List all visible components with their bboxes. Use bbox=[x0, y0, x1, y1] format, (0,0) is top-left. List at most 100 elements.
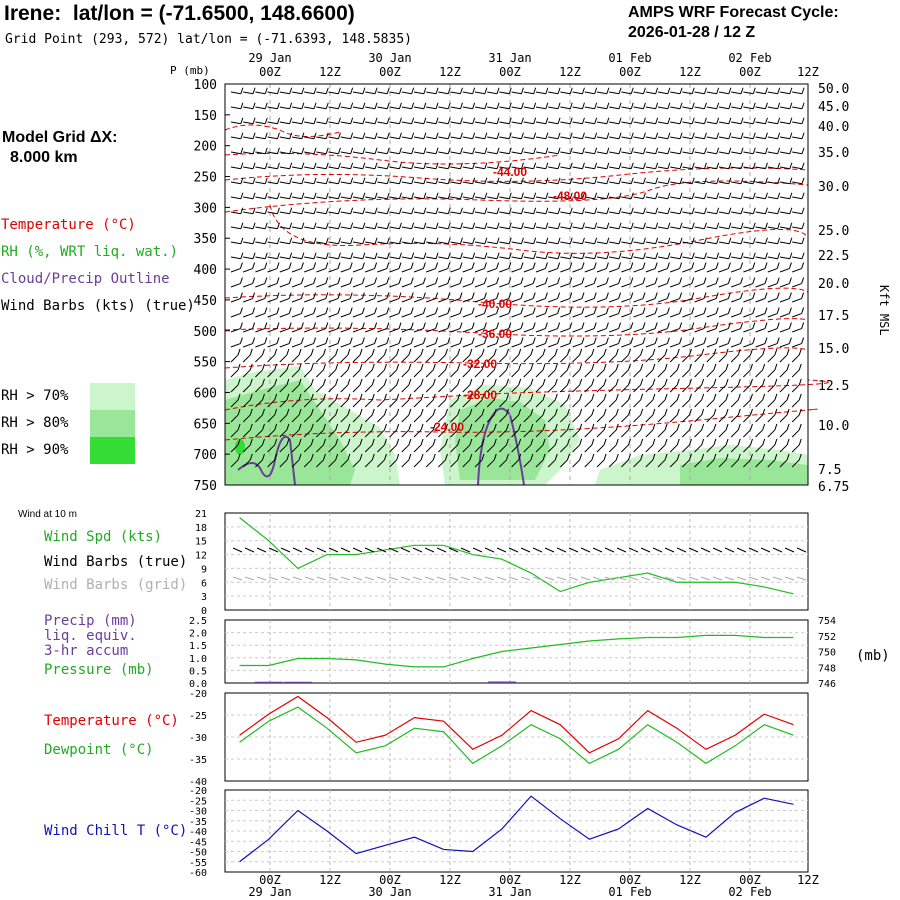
wind-barb-flag bbox=[435, 237, 439, 244]
wind-barb-flag bbox=[615, 378, 619, 386]
wind-barb-flag bbox=[362, 87, 366, 94]
wind-barb-flag bbox=[752, 222, 756, 229]
wind-barb-flag bbox=[435, 262, 439, 269]
wind-barb-flag bbox=[703, 87, 707, 94]
wind-barb-staff bbox=[718, 181, 729, 185]
wind-barb-staff bbox=[426, 268, 436, 273]
wind-barb-staff bbox=[230, 298, 241, 303]
wind-barb-flag bbox=[496, 87, 500, 94]
wind-barb-staff bbox=[596, 354, 605, 363]
wind-barb-flag bbox=[374, 337, 378, 344]
wind-barb-staff bbox=[340, 256, 351, 260]
wind-barb-staff bbox=[743, 166, 754, 170]
wind-barb-flag bbox=[615, 363, 619, 371]
wind-barb-flag bbox=[410, 292, 414, 299]
precip-panel-tick-label: 2.5 bbox=[189, 616, 207, 627]
wind-barb-staff bbox=[316, 196, 327, 200]
wind-barb-flag bbox=[362, 207, 366, 214]
wind-barb-staff bbox=[609, 121, 620, 125]
wind-barb-staff bbox=[389, 106, 400, 110]
wind-barb-staff bbox=[670, 298, 680, 303]
wind-barb-staff bbox=[548, 166, 559, 170]
wind-barb-staff bbox=[255, 136, 266, 140]
wind-barb-staff bbox=[365, 151, 376, 155]
wind-barb-flag bbox=[664, 438, 668, 446]
wind-barb-staff bbox=[657, 283, 668, 288]
wind-barb-staff bbox=[682, 196, 693, 200]
wind-barb-staff bbox=[682, 328, 692, 333]
top-hour-label: 12Z bbox=[797, 65, 819, 79]
wind-barb-staff bbox=[316, 166, 327, 170]
wind-barb-flag bbox=[530, 348, 534, 356]
wind-barb-staff bbox=[279, 256, 290, 260]
wind-barb-flag bbox=[432, 423, 436, 431]
wind-barb-flag bbox=[630, 322, 634, 329]
wind-barb-staff bbox=[413, 414, 422, 423]
wind-barb-flag bbox=[371, 393, 375, 401]
wind-barb-staff bbox=[682, 298, 692, 303]
wind-barb-flag bbox=[325, 237, 329, 244]
wind-barb-staff bbox=[291, 328, 302, 333]
legend-windchill: Wind Chill T (°C) bbox=[44, 823, 188, 839]
wind-barb-staff bbox=[596, 121, 607, 125]
wind-barb-staff bbox=[560, 328, 570, 333]
wind-barb-staff bbox=[706, 256, 717, 260]
wind-barb-flag bbox=[593, 262, 597, 269]
wind-barb-staff bbox=[352, 106, 363, 110]
wind-barb-staff bbox=[499, 136, 510, 140]
wind-barb-flag bbox=[740, 222, 744, 229]
wind-barb-flag bbox=[289, 132, 293, 139]
wind-barb-staff bbox=[596, 151, 607, 155]
wind-barb-staff bbox=[657, 256, 668, 260]
wind-barb-flag bbox=[581, 337, 585, 344]
wind-barb-staff bbox=[438, 399, 446, 408]
windchill-panel-frame bbox=[224, 789, 809, 873]
wind-barb-flag bbox=[713, 438, 717, 446]
wind-barb-flag bbox=[447, 207, 451, 214]
wind-barb-flag bbox=[618, 117, 622, 124]
wind-barb-staff bbox=[560, 166, 571, 170]
wind-barb-flag bbox=[374, 177, 378, 184]
wind-barb-flag bbox=[274, 423, 278, 431]
wind-barb-staff bbox=[584, 226, 595, 230]
wind-barb-staff bbox=[670, 181, 681, 185]
wind-barb-flag bbox=[581, 177, 585, 184]
wind-barb-flag bbox=[533, 252, 537, 259]
windchill-panel-tick-label: -40 bbox=[189, 827, 207, 838]
wind-barb-flag bbox=[701, 438, 705, 446]
wind-barb-flag bbox=[544, 322, 548, 329]
wind-barb-flag bbox=[444, 453, 448, 461]
wind-barb-staff bbox=[230, 444, 239, 453]
grid-wind-barb bbox=[664, 576, 675, 581]
wind-barb-flag bbox=[520, 322, 524, 329]
wind-barb-staff bbox=[304, 256, 315, 260]
wind-barb-staff bbox=[657, 226, 668, 230]
wind-barb-flag bbox=[249, 348, 253, 356]
wind-barb-staff bbox=[755, 106, 766, 110]
wind-barb-flag bbox=[764, 117, 768, 124]
wind-barb-flag bbox=[688, 453, 692, 461]
wind-barb-staff bbox=[755, 343, 766, 348]
wind-barb-flag bbox=[362, 117, 366, 124]
wind-barb-staff bbox=[657, 444, 666, 453]
wind-barb-staff bbox=[706, 354, 715, 363]
wind-barb-flag bbox=[411, 192, 415, 199]
wind-barb-staff bbox=[584, 283, 595, 288]
wind-barb-staff bbox=[340, 196, 351, 200]
wind-barb-staff bbox=[450, 414, 459, 423]
wind-barb-flag bbox=[422, 307, 426, 314]
windchill-panel-tick-label: -30 bbox=[189, 807, 207, 818]
wind-barb-staff bbox=[389, 256, 400, 260]
wind-barb-staff bbox=[426, 283, 436, 288]
wind-barb-flag bbox=[749, 453, 753, 461]
wind-barb-staff bbox=[694, 343, 705, 348]
wind-barb-flag bbox=[520, 307, 524, 314]
wind-barb-staff bbox=[731, 196, 742, 200]
wind-barb-staff bbox=[267, 268, 278, 273]
wind-barb-flag bbox=[252, 307, 256, 314]
wind-barb-staff bbox=[413, 166, 424, 170]
wind-barb-staff bbox=[572, 369, 581, 378]
wind-barb-flag bbox=[664, 348, 668, 356]
grid-wind-barb bbox=[520, 576, 531, 581]
